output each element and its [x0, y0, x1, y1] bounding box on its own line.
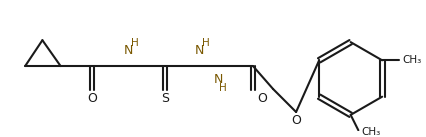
Text: H: H — [202, 38, 210, 48]
Text: H: H — [219, 83, 227, 93]
Text: H: H — [131, 38, 139, 48]
Text: CH₃: CH₃ — [360, 127, 380, 137]
Text: N: N — [213, 73, 223, 86]
Text: CH₃: CH₃ — [401, 55, 420, 65]
Text: O: O — [257, 92, 267, 105]
Text: S: S — [161, 92, 169, 105]
Text: N: N — [124, 44, 133, 57]
Text: O: O — [87, 92, 97, 105]
Text: O: O — [291, 114, 300, 127]
Text: N: N — [194, 44, 204, 57]
